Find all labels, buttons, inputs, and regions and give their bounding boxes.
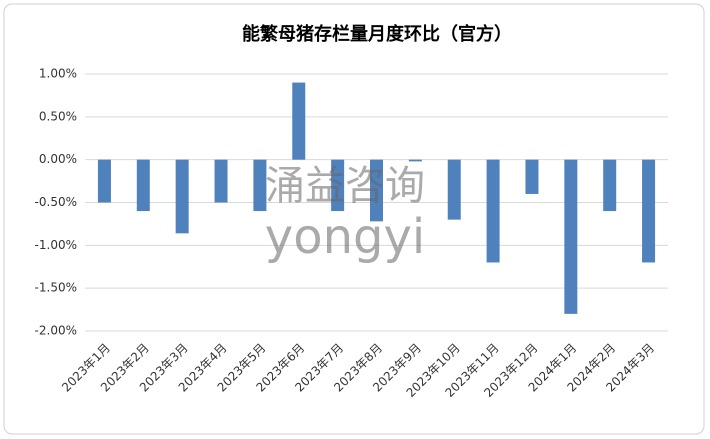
- y-tick-label: -2.00%: [35, 324, 77, 338]
- bar: [642, 159, 656, 263]
- bar: [136, 159, 150, 212]
- bar: [408, 159, 422, 162]
- bar: [253, 159, 267, 212]
- bar: [486, 159, 500, 263]
- watermark: 涌益咨询: [265, 163, 425, 209]
- y-tick-label: -0.50%: [35, 195, 77, 209]
- bar: [292, 82, 306, 160]
- y-tick-label: 0.00%: [39, 152, 77, 166]
- bar: [175, 159, 189, 234]
- y-tick-label: -1.00%: [35, 238, 77, 252]
- chart-title: 能繁母猪存栏量月度环比（官方）: [242, 23, 512, 45]
- bar: [447, 159, 461, 220]
- watermark: yongyi: [265, 209, 425, 265]
- bar: [525, 159, 539, 194]
- bar: [603, 159, 617, 212]
- bar: [564, 159, 578, 314]
- y-tick-label: 0.50%: [39, 109, 77, 123]
- y-tick-label: 1.00%: [39, 67, 77, 81]
- bar: [214, 159, 228, 203]
- chart-frame: [3, 3, 705, 435]
- y-tick-label: -1.50%: [35, 281, 77, 295]
- bar: [331, 159, 345, 212]
- bar: [97, 159, 111, 203]
- bar: [370, 159, 383, 222]
